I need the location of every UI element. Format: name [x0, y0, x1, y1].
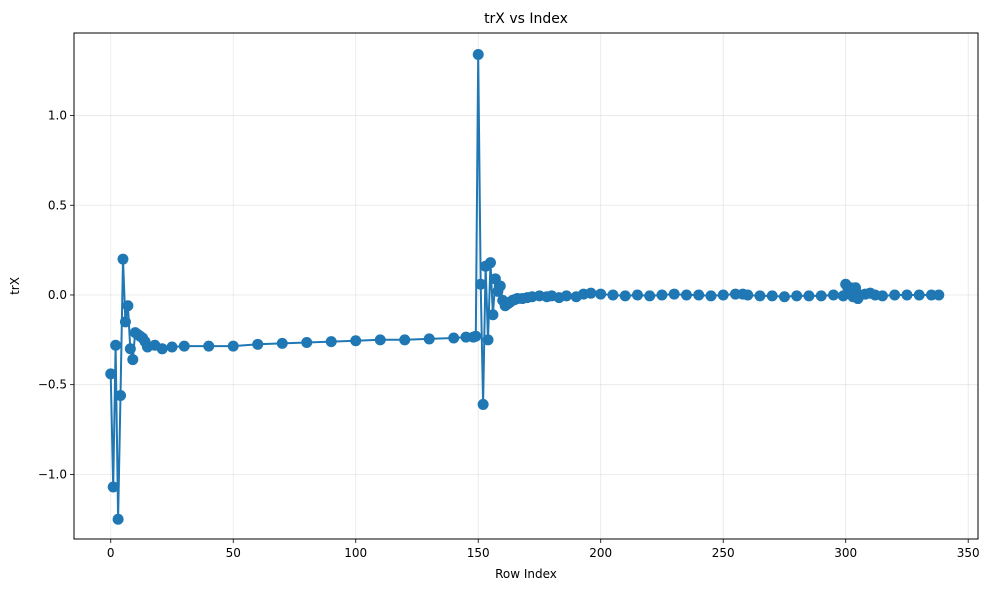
data-point: [754, 290, 766, 302]
data-point: [791, 290, 803, 302]
x-tick-label: 50: [226, 546, 241, 560]
data-point: [705, 290, 717, 302]
data-point: [680, 289, 692, 301]
data-point: [475, 278, 487, 290]
data-point: [399, 334, 411, 346]
data-point: [178, 340, 190, 352]
x-axis-label: Row Index: [495, 567, 557, 581]
data-point: [494, 280, 506, 292]
x-tick-label: 150: [467, 546, 490, 560]
data-point: [484, 257, 496, 269]
data-point: [933, 289, 945, 301]
data-point: [470, 330, 482, 342]
data-point: [631, 289, 643, 301]
data-point: [644, 290, 656, 302]
data-point: [487, 309, 499, 321]
data-point: [901, 289, 913, 301]
data-point: [124, 343, 136, 355]
data-point: [252, 338, 264, 350]
data-point: [693, 289, 705, 301]
data-point: [560, 290, 572, 302]
data-point: [117, 253, 129, 265]
data-point: [227, 340, 239, 352]
data-point: [325, 336, 337, 348]
data-point: [482, 334, 494, 346]
y-tick-label: 0.5: [48, 198, 67, 212]
data-point: [110, 339, 122, 351]
y-axis-label: trX: [8, 277, 22, 295]
data-point: [423, 333, 435, 345]
data-point: [448, 332, 460, 344]
x-tick-label: 100: [344, 546, 367, 560]
data-point: [889, 289, 901, 301]
data-point: [607, 289, 619, 301]
data-point: [913, 289, 925, 301]
y-axis: −1.0 −0.5 0.0 0.5 1.0: [38, 109, 74, 481]
data-point: [477, 398, 489, 410]
y-tick-label: −1.0: [38, 467, 67, 481]
data-point: [203, 340, 215, 352]
data-point: [166, 341, 178, 353]
y-tick-label: −0.5: [38, 378, 67, 392]
y-tick-label: 1.0: [48, 109, 67, 123]
x-tick-label: 350: [957, 546, 980, 560]
data-point: [472, 49, 484, 61]
data-point: [107, 481, 119, 493]
data-point: [668, 288, 680, 300]
data-point: [122, 300, 134, 312]
y-tick-label: 0.0: [48, 288, 67, 302]
x-tick-label: 300: [834, 546, 857, 560]
data-point: [112, 513, 124, 525]
data-point: [595, 288, 607, 300]
data-point: [115, 389, 127, 401]
chart-title: trX vs Index: [484, 11, 568, 27]
data-point: [301, 337, 313, 349]
data-point: [803, 290, 815, 302]
data-point: [717, 289, 729, 301]
x-tick-label: 200: [589, 546, 612, 560]
data-point: [656, 289, 668, 301]
data-point: [619, 290, 631, 302]
data-point: [827, 289, 839, 301]
data-point: [778, 291, 790, 303]
data-point: [350, 335, 362, 347]
data-point: [742, 289, 754, 301]
data-point: [105, 368, 117, 380]
data-point: [815, 290, 827, 302]
x-tick-label: 250: [712, 546, 735, 560]
data-point: [156, 343, 168, 355]
data-point: [876, 290, 888, 302]
data-point: [127, 354, 139, 366]
x-axis: 0 50 100 150 200 250 300 350: [107, 539, 980, 560]
plot-frame: [73, 32, 979, 540]
data-point: [276, 337, 288, 349]
data-point: [585, 287, 597, 299]
data-point: [766, 290, 778, 302]
x-tick-label: 0: [107, 546, 115, 560]
series-layer: [105, 49, 945, 525]
data-point: [119, 316, 131, 328]
data-point: [374, 334, 386, 346]
